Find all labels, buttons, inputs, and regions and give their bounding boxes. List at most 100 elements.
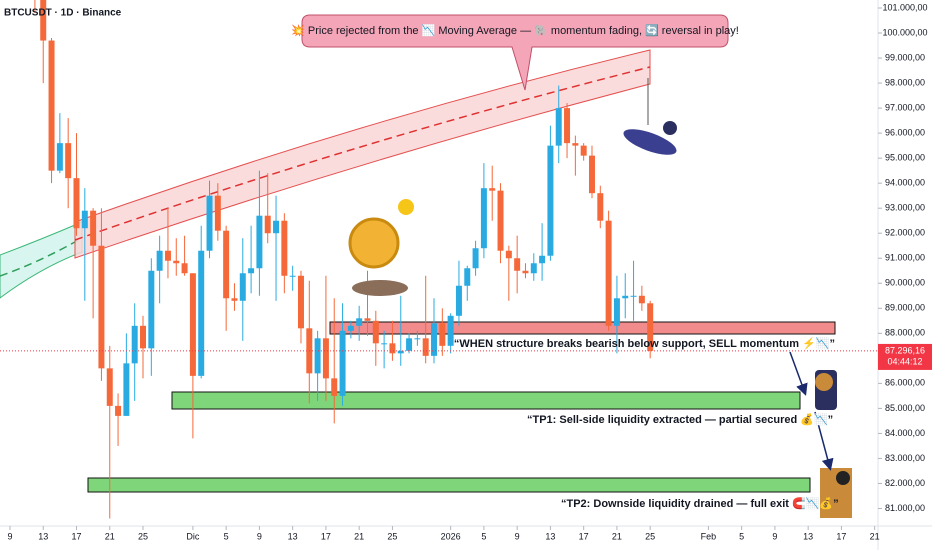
candle-body [638,295,645,304]
miner-icon [398,199,414,215]
y-tick-label: 101.000,00 [882,2,927,12]
x-tick-label: 13 [38,531,48,541]
candle-body [273,220,280,234]
x-tick-label: 2026 [441,531,461,541]
candle-body [572,143,579,146]
candle-body [297,275,304,329]
x-tick-label: 21 [870,531,880,541]
x-tick-label: 17 [321,531,331,541]
candle-body [81,210,88,229]
y-tick-label: 89.000,00 [885,303,925,313]
x-tick-label: 9 [515,531,520,541]
callout-text: 💥 Price rejected from the 📉 Moving Avera… [291,24,739,37]
x-tick-label: 13 [803,531,813,541]
arrow [789,351,808,396]
y-tick-label: 90.000,00 [885,278,925,288]
candle-body [547,145,554,256]
candle-body [214,195,221,231]
candle-body [455,285,462,316]
candle-body [480,188,487,249]
candle-body [514,258,521,271]
candle-body [497,190,504,251]
y-tick-label: 96.000,00 [885,128,925,138]
candle-body [206,195,213,251]
price-label: 87.296,16 [885,345,925,355]
candle-body [73,178,80,229]
y-tick-label: 81.000,00 [885,503,925,513]
arrow [814,411,834,471]
x-tick-label: 17 [579,531,589,541]
candle-body [431,323,438,356]
y-tick-label: 86.000,00 [885,378,925,388]
candle-body [181,263,188,274]
tp2-zone [87,477,811,493]
candle-body [281,220,288,276]
candle-body [439,323,446,346]
x-tick-label: 21 [354,531,364,541]
y-tick-label: 91.000,00 [885,253,925,263]
candle-body [256,215,263,269]
candle-body [605,220,612,326]
y-tick-label: 88.000,00 [885,328,925,338]
y-tick-label: 95.000,00 [885,153,925,163]
candle-body [372,320,379,344]
candle-body [597,193,604,221]
candle-body [115,405,122,416]
coin-icon [348,217,400,269]
thief3-icon [836,471,850,485]
candle-body [173,260,180,264]
candle-body [555,108,562,146]
candle-body [389,343,396,354]
candle-body [123,363,130,416]
y-tick-label: 99.000,00 [885,52,925,62]
y-tick-label: 84.000,00 [885,428,925,438]
candle-body [530,263,537,274]
candle-body [56,143,63,171]
candle-body [472,248,479,269]
candle-body [164,250,171,261]
callout-box [301,14,729,91]
support-zone [329,321,836,335]
x-tick-label: 13 [545,531,555,541]
y-tick-label: 83.000,00 [885,453,925,463]
x-tick-label: 25 [387,531,397,541]
candle-body [65,143,72,179]
candle-body [647,303,654,351]
candle-body [622,295,629,299]
candle-body [539,255,546,264]
x-tick-label: 21 [612,531,622,541]
candle-body [364,318,371,321]
candle-body [198,250,205,376]
candle-body [314,338,321,374]
candle-body [131,325,138,364]
candle-body [106,368,113,406]
tp1-zone [171,391,801,410]
y-tick-label: 100.000,00 [882,27,927,37]
candle-body [588,155,595,194]
candle-body [580,145,587,156]
candle-body [381,343,388,345]
candle-body [397,350,404,354]
y-tick-label: 92.000,00 [885,228,925,238]
candle-body [414,338,421,340]
x-tick-label: 9 [772,531,777,541]
candle-body [422,338,429,356]
x-tick-label: 17 [71,531,81,541]
support-note: “WHEN structure breaks bearish below sup… [454,337,835,350]
x-tick-label: 9 [7,531,12,541]
x-tick-label: 13 [288,531,298,541]
candles [34,0,654,519]
candle-body [40,0,47,41]
candle-body [339,330,346,396]
ma-line-red [74,66,651,241]
candle-body [613,298,620,326]
candle-body [505,250,512,259]
moneybag-icon [815,373,833,391]
countdown-label: 04:44:12 [887,356,922,366]
x-tick-label: 5 [739,531,744,541]
candle-body [331,378,338,396]
x-tick-label: Feb [701,531,717,541]
candle-body [406,338,413,351]
candle-body [239,273,246,301]
